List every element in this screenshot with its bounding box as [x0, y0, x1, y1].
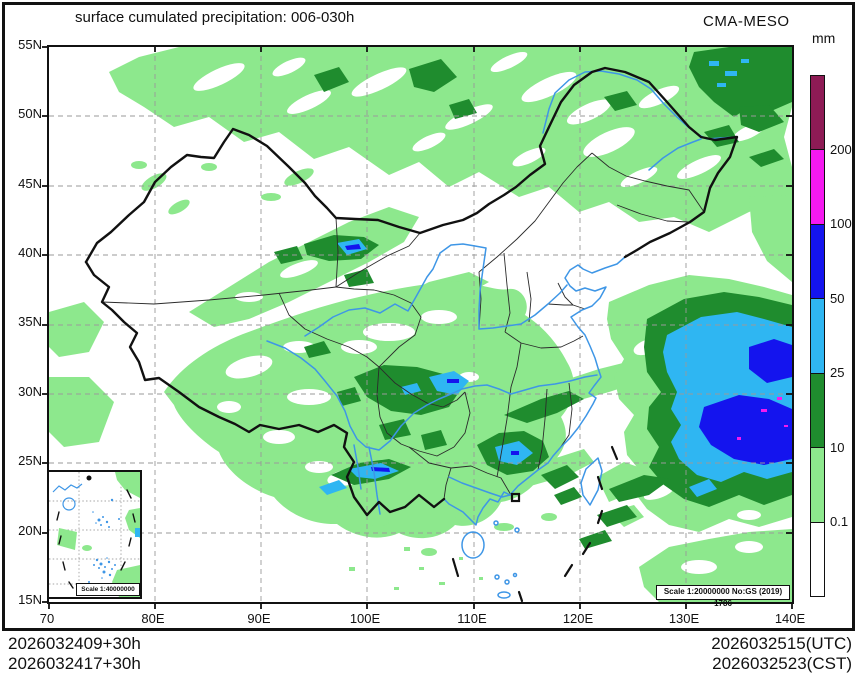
colorbar-seg-0.1-10	[811, 447, 824, 522]
colorbar	[810, 75, 825, 597]
map-scale-label: Scale 1:20000000 No:GS (2019) 1786	[656, 585, 790, 608]
south-china-sea-inset	[47, 470, 142, 599]
hong-kong-marker	[510, 492, 521, 503]
salween-river	[353, 444, 362, 490]
inset-city-dot	[86, 475, 92, 481]
model-label: CMA-MESO	[703, 13, 790, 30]
lon-label-70: 70	[39, 611, 55, 626]
init-time-line1: 2026032409+30h	[8, 634, 141, 653]
colorbar-seg-10-25	[811, 372, 824, 448]
inset-coast	[52, 483, 83, 511]
lat-label-35n: 35N	[18, 314, 42, 329]
yangtze-river	[266, 340, 598, 451]
axis-ticks	[42, 46, 793, 609]
valid-time-utc: 2026032515(UTC)	[711, 634, 852, 653]
colorbar-seg-25-50	[811, 298, 824, 373]
init-time-line2: 2026032417+30h	[8, 654, 141, 673]
colorbar-seg-50-100	[811, 223, 824, 299]
lon-label-110e: 110E	[457, 611, 487, 626]
precip-gaps	[193, 51, 766, 574]
province-borders	[101, 152, 705, 500]
colorbar-tick-100: 100	[830, 216, 852, 231]
inset-map	[49, 472, 140, 597]
colorbar-tick-0.1: 0.1	[830, 514, 849, 529]
inset-nine-dash-line	[56, 489, 136, 591]
lon-label-140e: 140E	[774, 611, 806, 626]
colorbar-seg-gt200	[811, 76, 824, 150]
graticule	[49, 47, 792, 602]
china-precipitation-map	[42, 46, 793, 609]
page-title: surface cumulated precipitation: 006-030…	[75, 9, 355, 26]
lat-label-25n: 25N	[18, 453, 42, 468]
colorbar-tick-10: 10	[830, 440, 845, 455]
taiwan-island	[580, 457, 603, 506]
precip-blue-layer	[345, 244, 792, 472]
inset-cyan-patch	[135, 528, 140, 537]
lon-label-120e: 120E	[562, 611, 594, 626]
colorbar-tick-25: 25	[830, 365, 845, 380]
coastline-group	[443, 256, 626, 599]
colorbar-tick-200: 200	[830, 142, 852, 157]
lat-label-50n: 50N	[18, 106, 42, 121]
china-national-border	[84, 66, 739, 517]
lat-label-40n: 40N	[18, 245, 42, 260]
colorbar-seg-lt0.1	[811, 521, 824, 596]
valid-time-cst: 2026032523(CST)	[712, 654, 852, 673]
hainan-island	[461, 531, 485, 559]
lat-label-55n: 55N	[18, 37, 42, 52]
colorbar-tick-50: 50	[830, 291, 845, 306]
pearl-river	[448, 476, 511, 498]
precip-magenta-layer	[737, 397, 788, 440]
colorbar-seg-100-200	[811, 149, 824, 224]
lat-label-30n: 30N	[18, 384, 42, 399]
mekong-river	[368, 446, 381, 515]
outer-frame	[2, 2, 855, 631]
inset-scale-label: Scale 1:40000000	[76, 583, 140, 596]
colorbar-unit-label: mm	[812, 30, 836, 46]
china-coastline	[443, 256, 626, 526]
nine-dash-line	[451, 445, 619, 603]
rivers	[266, 70, 736, 515]
lat-label-45n: 45N	[18, 176, 42, 191]
lon-label-90e: 90E	[247, 611, 271, 626]
lon-label-80e: 80E	[141, 611, 165, 626]
yellow-river	[304, 243, 568, 337]
songhua-river	[648, 138, 702, 171]
lat-label-20n: 20N	[18, 523, 42, 538]
lon-label-100e: 100E	[349, 611, 381, 626]
lon-label-130e: 130E	[668, 611, 700, 626]
map-plot-area	[42, 45, 794, 609]
lat-label-15n: 15N	[18, 592, 42, 607]
